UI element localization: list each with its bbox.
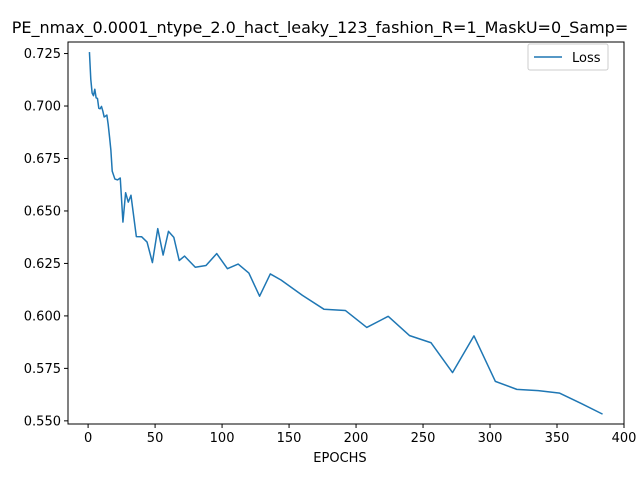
x-tick-label: 400: [612, 431, 637, 446]
x-tick-label: 200: [344, 431, 369, 446]
chart-title: PE_nmax_0.0001_ntype_2.0_hact_leaky_123_…: [12, 18, 629, 38]
x-tick-label: 50: [147, 431, 164, 446]
y-tick-label: 0.650: [24, 204, 61, 219]
y-tick-label: 0.575: [24, 362, 61, 377]
plot-area: [88, 52, 603, 415]
series-line-loss: [88, 52, 603, 415]
y-tick-label: 0.550: [24, 414, 61, 429]
axes-frame: [67, 41, 625, 425]
x-tick-label: 300: [478, 431, 503, 446]
legend-box: [527, 43, 609, 71]
x-tick-label: 150: [277, 431, 302, 446]
legend: Loss: [527, 43, 609, 71]
x-tick-label: 250: [411, 431, 436, 446]
x-axis-label: EPOCHS: [313, 451, 366, 466]
axes: 0 50 100 150 200 250 300 350 400 0.550 0.575 0.600 0…: [24, 41, 637, 446]
x-tick-label: 100: [210, 431, 235, 446]
x-tick-label: 350: [545, 431, 570, 446]
y-tick-label: 0.700: [24, 100, 61, 115]
legend-entry-loss: Loss: [572, 51, 601, 66]
y-tick-label: 0.600: [24, 309, 61, 324]
y-tick-label: 0.675: [24, 152, 61, 167]
y-tick-label: 0.725: [24, 47, 61, 62]
x-tick-label: 0: [84, 431, 92, 446]
y-tick-label: 0.625: [24, 257, 61, 272]
